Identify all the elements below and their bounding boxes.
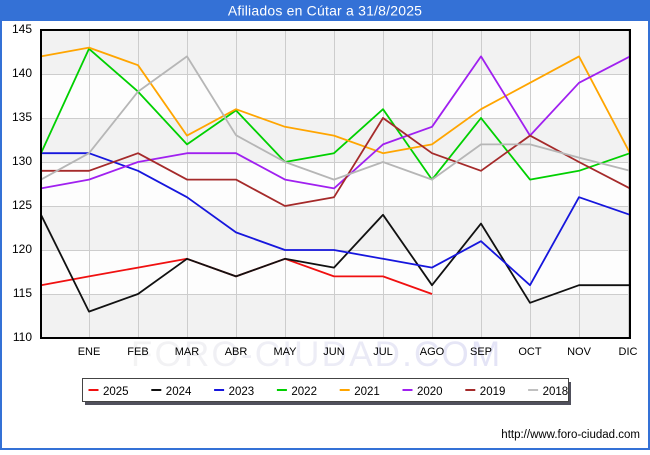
svg-text:MAR: MAR	[175, 346, 200, 358]
svg-text:2021: 2021	[354, 386, 380, 398]
svg-text:JUL: JUL	[373, 346, 393, 358]
svg-text:SEP: SEP	[470, 346, 492, 358]
svg-text:NOV: NOV	[567, 346, 592, 358]
svg-text:FORO-CIUDAD.COM: FORO-CIUDAD.COM	[131, 335, 502, 374]
svg-text:135: 135	[12, 110, 32, 124]
svg-text:2020: 2020	[417, 386, 443, 398]
svg-text:120: 120	[12, 242, 32, 256]
svg-text:2018: 2018	[543, 386, 569, 398]
svg-text:2025: 2025	[103, 386, 129, 398]
svg-text:2019: 2019	[480, 386, 506, 398]
svg-text:110: 110	[13, 330, 32, 344]
svg-text:OCT: OCT	[518, 346, 542, 358]
svg-text:145: 145	[12, 22, 32, 36]
svg-text:ENE: ENE	[78, 346, 101, 358]
svg-text:140: 140	[12, 66, 32, 80]
svg-text:MAY: MAY	[273, 346, 297, 358]
svg-text:2024: 2024	[166, 386, 192, 398]
svg-text:2022: 2022	[291, 386, 317, 398]
svg-text:115: 115	[13, 286, 32, 300]
svg-text:AGO: AGO	[420, 346, 445, 358]
svg-text:130: 130	[12, 154, 32, 168]
svg-text:2023: 2023	[229, 386, 255, 398]
svg-text:FEB: FEB	[127, 346, 148, 358]
svg-text:http://www.foro-ciudad.com: http://www.foro-ciudad.com	[501, 429, 640, 441]
svg-text:Afiliados en Cútar a 31/8/2025: Afiliados en Cútar a 31/8/2025	[228, 3, 422, 19]
svg-text:DIC: DIC	[619, 346, 638, 358]
svg-text:125: 125	[12, 198, 32, 212]
svg-text:ABR: ABR	[225, 346, 248, 358]
svg-text:JUN: JUN	[323, 346, 344, 358]
